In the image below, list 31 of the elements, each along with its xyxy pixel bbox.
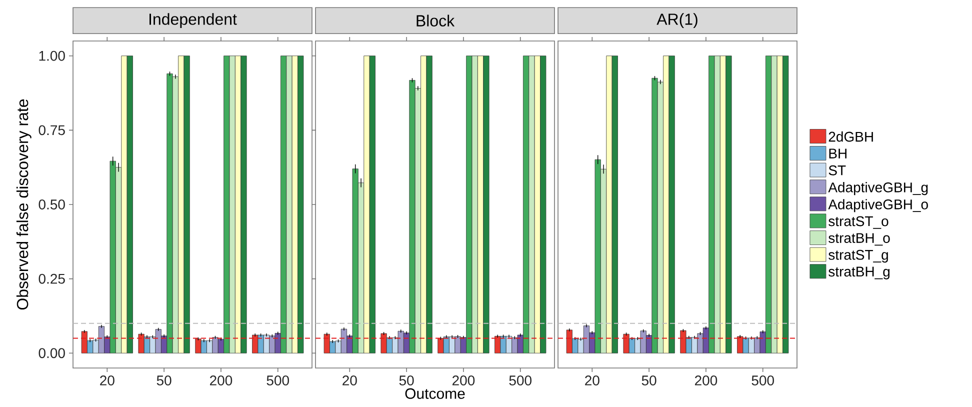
y-tick-label: 0.00: [38, 348, 65, 358]
legend-label: stratST_g: [828, 250, 888, 263]
legend-label: BH: [829, 148, 846, 158]
legend-label: stratST_o: [828, 216, 888, 229]
x-tick-label: 50: [399, 376, 414, 386]
chart-title: Independent: [150, 13, 237, 28]
legend-label: stratBH_g: [828, 266, 890, 280]
x-tick-label: 20: [100, 376, 114, 386]
x-tick-label: 200: [452, 376, 475, 386]
y-tick-label: 0.50: [38, 200, 65, 210]
legend-label: 2dGBH: [828, 131, 873, 142]
x-tick-label: 50: [642, 376, 656, 386]
x-axis-title: Outcome: [405, 388, 465, 399]
y-tick-label: 0.75: [38, 125, 65, 136]
y-tick-label: 0.25: [38, 274, 65, 284]
chart-title: AR(1): [656, 13, 698, 28]
x-tick-label: 200: [694, 376, 718, 386]
legend-label: AdaptiveGBH_g: [828, 182, 928, 196]
legend-label: ST: [828, 165, 846, 176]
x-tick-label: 500: [752, 376, 774, 386]
x-tick-label: 20: [342, 376, 357, 386]
x-tick-label: 500: [509, 376, 532, 386]
y-tick-label: 1.00: [39, 50, 65, 61]
chart-title: Block: [416, 14, 455, 26]
x-tick-label: 500: [266, 376, 289, 386]
x-tick-label: 200: [210, 376, 232, 386]
legend-label: stratBH_o: [828, 233, 890, 246]
y-axis-title: Observed false discovery rate: [16, 99, 32, 310]
legend-label: AdaptiveGBH_o: [828, 199, 928, 212]
x-tick-label: 20: [585, 376, 600, 386]
x-tick-label: 50: [156, 376, 172, 386]
